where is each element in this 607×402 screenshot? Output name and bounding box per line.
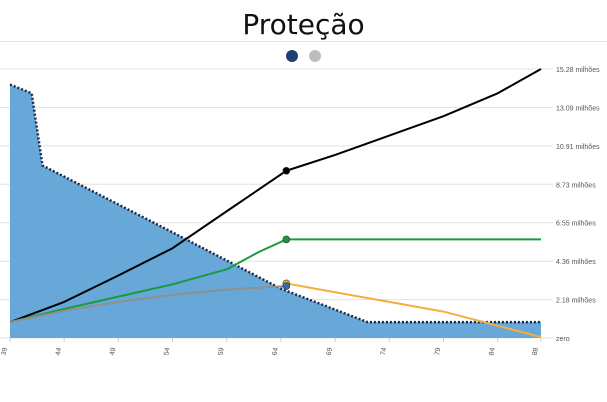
y-tick-label: 2.18 milhões	[556, 298, 596, 305]
data-point-4	[282, 282, 291, 290]
series-line-2	[9, 238, 541, 324]
area-layer	[9, 83, 541, 338]
x-tick-label: 79	[434, 347, 442, 356]
chart-title: Proteção	[242, 8, 365, 41]
y-tick-label: zero	[556, 336, 570, 343]
legend	[0, 49, 607, 67]
x-tick-label: 39	[1, 347, 9, 356]
series-line-4	[9, 285, 287, 324]
y-tick-label: 6.55 milhões	[556, 221, 596, 228]
x-tick-label: 54	[163, 347, 171, 356]
area-fill	[10, 84, 541, 338]
data-point-2	[282, 235, 291, 244]
y-axis: zero 2.18 milhões 4.36 milhões 6.55 milhões…	[556, 67, 600, 343]
data-point-1	[282, 166, 291, 175]
x-tick-label: 74	[380, 347, 388, 356]
legend-dot-1[interactable]	[286, 50, 299, 62]
x-tick-label: 69	[326, 347, 334, 356]
x-tick-label: 64	[272, 347, 280, 356]
x-tick-label: 88	[532, 347, 540, 356]
x-axis: 39 44 49 54 59 64 69 74 79 84 88	[1, 338, 542, 356]
x-tick-label: 44	[55, 347, 63, 356]
y-tick-label: 8.73 milhões	[556, 182, 596, 189]
y-tick-label: 4.36 milhões	[556, 259, 596, 266]
y-tick-label: 15.28 milhões	[556, 67, 600, 74]
series-line-3	[286, 282, 542, 339]
x-tick-label: 84	[488, 347, 496, 356]
x-tick-label: 49	[109, 347, 117, 356]
title-divider	[0, 41, 607, 42]
x-tick-label: 59	[217, 347, 225, 356]
legend-dot-2[interactable]	[308, 50, 321, 62]
marker-layer	[282, 166, 291, 290]
y-tick-label: 10.91 milhões	[556, 144, 600, 151]
area-outline	[9, 83, 541, 324]
y-tick-label: 13.09 milhões	[556, 106, 600, 113]
